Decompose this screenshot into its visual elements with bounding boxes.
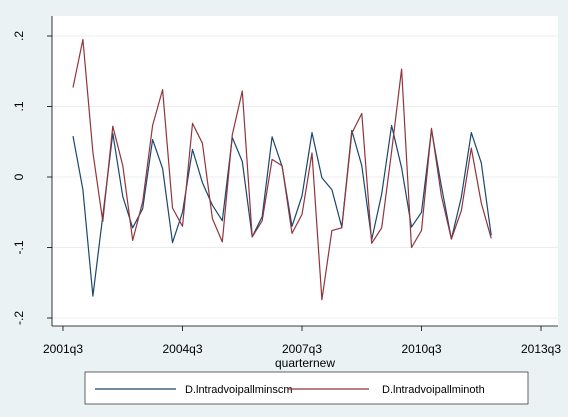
x-tick-label: 2010q3 [401, 342, 441, 356]
legend-label-series-1: D.lntradvoipallminscm [185, 384, 293, 396]
x-tick-label: 2001q3 [43, 342, 83, 356]
series-line-2 [72, 38, 492, 301]
x-axis-label: quarternew [275, 356, 335, 370]
plot-area [52, 16, 558, 326]
x-tick-label: 2004q3 [162, 342, 202, 356]
y-tick-label: -.1 [12, 240, 26, 254]
axis-ticks: .2 .1 0 -.1 -.2 2001q3 2004q3 2007q3 2010q3 2013q… [12, 31, 561, 356]
x-tick-label: 2007q3 [282, 342, 322, 356]
y-tick-label: .2 [12, 31, 26, 41]
y-tick-label: -.2 [12, 311, 26, 325]
y-tick-label: .1 [12, 101, 26, 111]
y-tick-label: 0 [12, 173, 26, 180]
legend-label-series-2: D.lntradvoipallminoth [382, 384, 485, 396]
legend-box [84, 371, 529, 405]
x-tick-label: 2013q3 [521, 342, 561, 356]
series-lines [72, 38, 492, 301]
